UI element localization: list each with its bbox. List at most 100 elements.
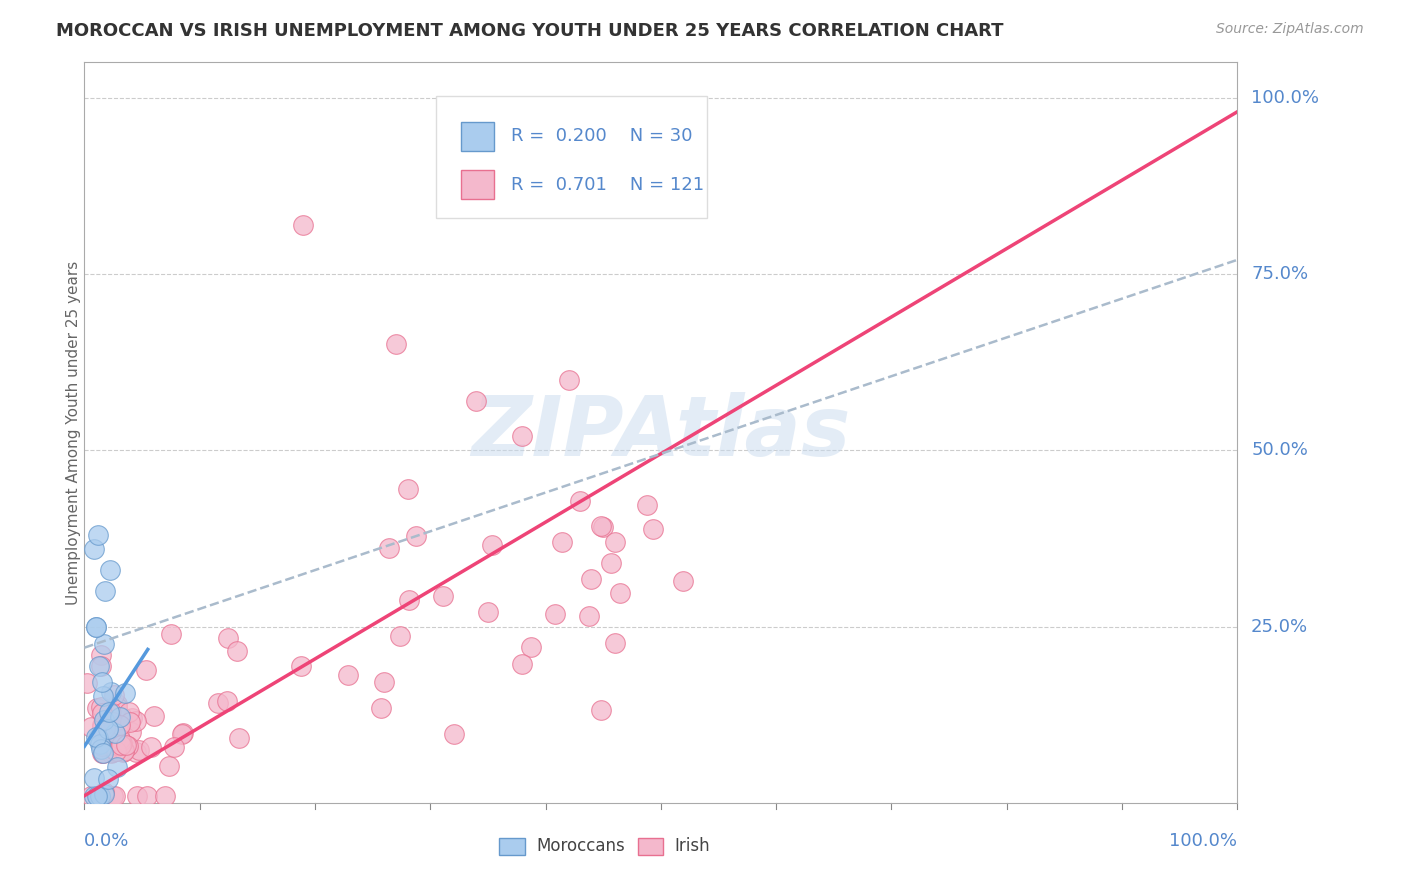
Point xyxy=(290,658,312,673)
Point xyxy=(84,619,107,633)
Point xyxy=(94,584,117,599)
Point xyxy=(512,429,534,443)
Point xyxy=(107,720,129,734)
Point xyxy=(103,745,125,759)
Point xyxy=(217,631,239,645)
Text: R =  0.200    N = 30: R = 0.200 N = 30 xyxy=(510,128,692,145)
Point xyxy=(112,743,135,757)
Point xyxy=(91,675,114,690)
Point xyxy=(117,739,139,753)
Text: 75.0%: 75.0% xyxy=(1251,265,1308,283)
Point xyxy=(591,703,613,717)
Point xyxy=(226,644,249,658)
Point xyxy=(155,789,177,803)
Point xyxy=(510,657,533,671)
Point xyxy=(76,676,98,690)
Point xyxy=(103,688,125,702)
Point xyxy=(228,731,250,746)
Point xyxy=(569,494,592,508)
Point xyxy=(139,740,162,755)
Point xyxy=(105,738,128,752)
Point xyxy=(101,789,124,803)
Bar xyxy=(638,838,664,855)
Point xyxy=(84,619,107,633)
Point xyxy=(93,637,115,651)
Text: ZIPAtlas: ZIPAtlas xyxy=(471,392,851,473)
Point xyxy=(104,734,127,748)
Point xyxy=(112,744,135,758)
Point xyxy=(643,522,665,536)
Point xyxy=(80,789,103,803)
Point xyxy=(104,744,127,758)
Point xyxy=(111,743,134,757)
Bar xyxy=(461,169,494,200)
Point xyxy=(125,745,148,759)
Point xyxy=(89,659,111,673)
Point xyxy=(172,726,194,740)
Point xyxy=(89,737,111,751)
Point xyxy=(215,694,238,708)
Point xyxy=(578,609,600,624)
Text: 100.0%: 100.0% xyxy=(1170,832,1237,850)
Point xyxy=(93,713,115,727)
Point xyxy=(91,689,114,703)
Text: Irish: Irish xyxy=(675,838,710,855)
Point xyxy=(170,726,193,740)
Point xyxy=(103,741,125,756)
Point xyxy=(120,725,142,739)
Point xyxy=(143,708,166,723)
Point xyxy=(135,663,157,677)
Point xyxy=(97,723,120,737)
Point xyxy=(591,518,613,533)
Point xyxy=(90,718,112,732)
Point xyxy=(636,498,658,512)
Point xyxy=(90,739,112,754)
Point xyxy=(98,563,121,577)
Point xyxy=(90,658,112,673)
Point xyxy=(603,535,626,549)
Point xyxy=(128,742,150,756)
Point xyxy=(91,706,114,720)
Point xyxy=(207,696,229,710)
Text: 25.0%: 25.0% xyxy=(1251,617,1308,635)
Point xyxy=(97,772,120,786)
Point xyxy=(135,789,157,803)
Point xyxy=(592,520,614,534)
Point xyxy=(90,648,112,663)
Point xyxy=(160,626,183,640)
Point xyxy=(83,772,105,786)
Point xyxy=(101,715,124,730)
Point xyxy=(97,734,120,748)
Point xyxy=(112,745,135,759)
Point xyxy=(520,640,543,654)
Point xyxy=(94,717,117,731)
Point xyxy=(605,635,627,649)
Point xyxy=(557,373,579,387)
Point xyxy=(672,574,695,588)
Point xyxy=(105,760,128,774)
Point xyxy=(110,722,132,736)
Point xyxy=(120,715,142,730)
Point xyxy=(432,589,454,603)
Point xyxy=(579,572,602,586)
Y-axis label: Unemployment Among Youth under 25 years: Unemployment Among Youth under 25 years xyxy=(66,260,80,605)
Point xyxy=(121,711,143,725)
Point xyxy=(97,739,120,753)
Point xyxy=(94,737,117,751)
Point xyxy=(163,739,186,754)
Point xyxy=(108,741,131,756)
Text: R =  0.701    N = 121: R = 0.701 N = 121 xyxy=(510,176,704,194)
Point xyxy=(477,605,499,619)
Point xyxy=(336,668,359,682)
Point xyxy=(114,738,136,752)
Point xyxy=(377,541,399,555)
Point xyxy=(551,535,574,549)
Point xyxy=(86,701,108,715)
Point xyxy=(87,731,110,745)
Point xyxy=(599,556,621,570)
Point xyxy=(292,218,315,232)
Text: Source: ZipAtlas.com: Source: ZipAtlas.com xyxy=(1216,22,1364,37)
Point xyxy=(93,730,115,744)
Point xyxy=(90,699,112,714)
Point xyxy=(98,705,121,719)
